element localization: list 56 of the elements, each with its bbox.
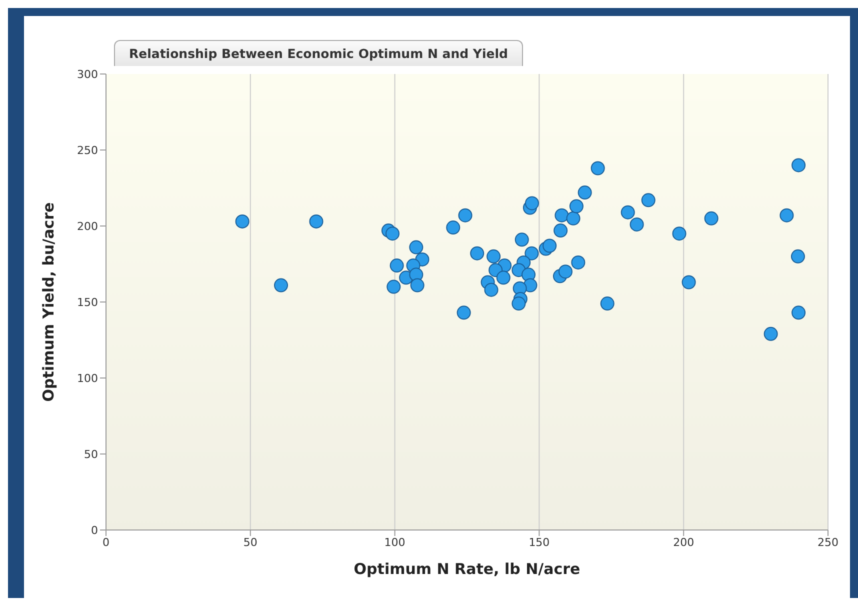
point (672, 226, 686, 241)
point (590, 161, 605, 176)
point (235, 214, 250, 228)
point (514, 232, 529, 247)
y-tick-label: 250 (77, 144, 98, 157)
x-tick-label: 250 (818, 536, 838, 549)
point (630, 217, 644, 232)
point (792, 158, 806, 172)
point (524, 196, 539, 210)
y-tick-label: 50 (84, 448, 98, 461)
x-tick-label: 150 (528, 536, 550, 549)
point (641, 193, 656, 208)
point (409, 240, 424, 254)
point (566, 211, 580, 226)
y-tick-label: 200 (77, 220, 98, 233)
x-tick-label: 100 (384, 536, 406, 549)
point (486, 249, 501, 264)
point (385, 226, 400, 241)
point (558, 264, 572, 279)
point (704, 211, 718, 226)
point (600, 296, 614, 311)
point (569, 199, 584, 214)
point (790, 249, 805, 264)
point (484, 282, 498, 297)
point (458, 208, 472, 222)
x-axis-title: Optimum N Rate, lb N/acre (354, 560, 580, 578)
point (542, 238, 557, 253)
point (780, 208, 794, 222)
y-tick-label: 100 (77, 372, 98, 385)
point (446, 220, 460, 235)
point (470, 246, 484, 260)
point (578, 186, 592, 200)
point (390, 258, 404, 273)
point (410, 278, 424, 292)
point (792, 306, 806, 320)
point (682, 275, 696, 290)
y-tick-label: 300 (77, 68, 98, 81)
x-tick-label: 50 (243, 536, 258, 549)
point (274, 278, 288, 292)
point (496, 270, 510, 285)
point (554, 224, 568, 238)
y-tick-label: 0 (91, 524, 98, 537)
y-tick-label: 150 (77, 296, 98, 309)
point (620, 205, 635, 220)
point (554, 208, 569, 222)
point (456, 306, 471, 320)
point (309, 214, 324, 228)
chart-title: Relationship Between Economic Optimum N and Yield (114, 40, 523, 66)
x-tick-label: 200 (673, 536, 694, 549)
point (386, 280, 401, 294)
y-axis-title: Optimum Yield, bu/acre (39, 202, 58, 402)
point (764, 326, 778, 341)
point (512, 296, 526, 311)
point (571, 255, 586, 270)
x-tick-label: 0 (102, 536, 110, 549)
point (524, 246, 539, 260)
